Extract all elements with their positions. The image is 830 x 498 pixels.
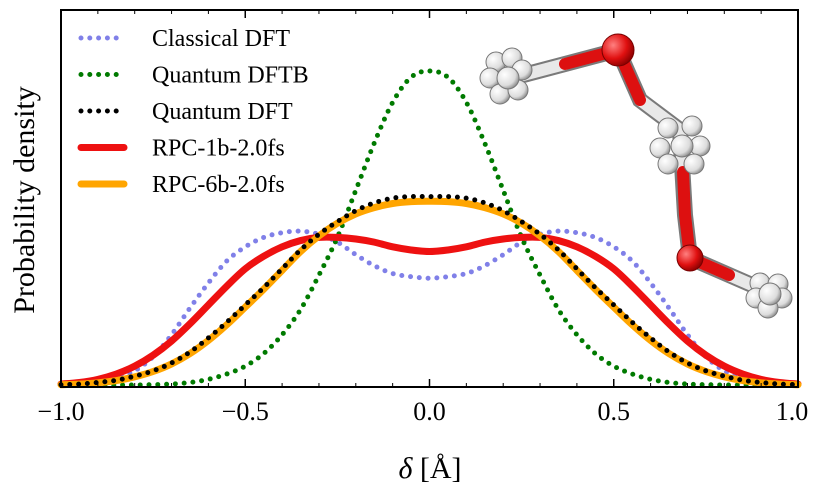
x-tick-label: −0.5 <box>222 397 269 426</box>
y-axis-label: Probability density <box>8 86 41 314</box>
hydrogen-cluster-middle <box>649 115 711 175</box>
ticks-layer: −1.0 −0.5 0.0 0.5 1.0 <box>37 10 808 426</box>
legend-label-classical-dft: Classical DFT <box>152 26 290 52</box>
series-line-rpc-1b-2-0fs <box>57 233 802 388</box>
series-layer <box>57 68 802 389</box>
molecule-inset <box>479 33 793 319</box>
series-line-classical-dft <box>58 228 801 388</box>
legend-label-rpc-6b-2-0fs: RPC-6b-2.0fs <box>152 172 285 198</box>
legend-label-rpc-1b-2-0fs: RPC-1b-2.0fs <box>152 136 285 162</box>
series-line-quantum-dftb <box>58 68 801 388</box>
legend-label-quantum-dftb: Quantum DFTB <box>152 63 309 89</box>
oxygen-atom-bottom <box>676 244 704 272</box>
oxygen-atom-top <box>601 33 635 67</box>
x-tick-label: 0.0 <box>413 397 446 426</box>
bond-red <box>559 42 735 281</box>
x-tick-label: 1.0 <box>776 397 809 426</box>
hydrogen-cluster-right <box>745 272 793 319</box>
legend-label-quantum-dft: Quantum DFT <box>152 99 293 125</box>
x-axis-unit: [Å] <box>420 452 462 485</box>
hydrogen-cluster-left <box>479 47 533 105</box>
x-axis-symbol: δ <box>398 452 413 485</box>
x-tick-label: −1.0 <box>37 397 84 426</box>
series-line-quantum-dft <box>58 193 801 388</box>
x-axis-label: δ [Å] <box>398 452 461 485</box>
legend: Classical DFT Quantum DFTB Quantum DFT RPC-… <box>77 26 309 198</box>
x-tick-label: 0.5 <box>598 397 631 426</box>
